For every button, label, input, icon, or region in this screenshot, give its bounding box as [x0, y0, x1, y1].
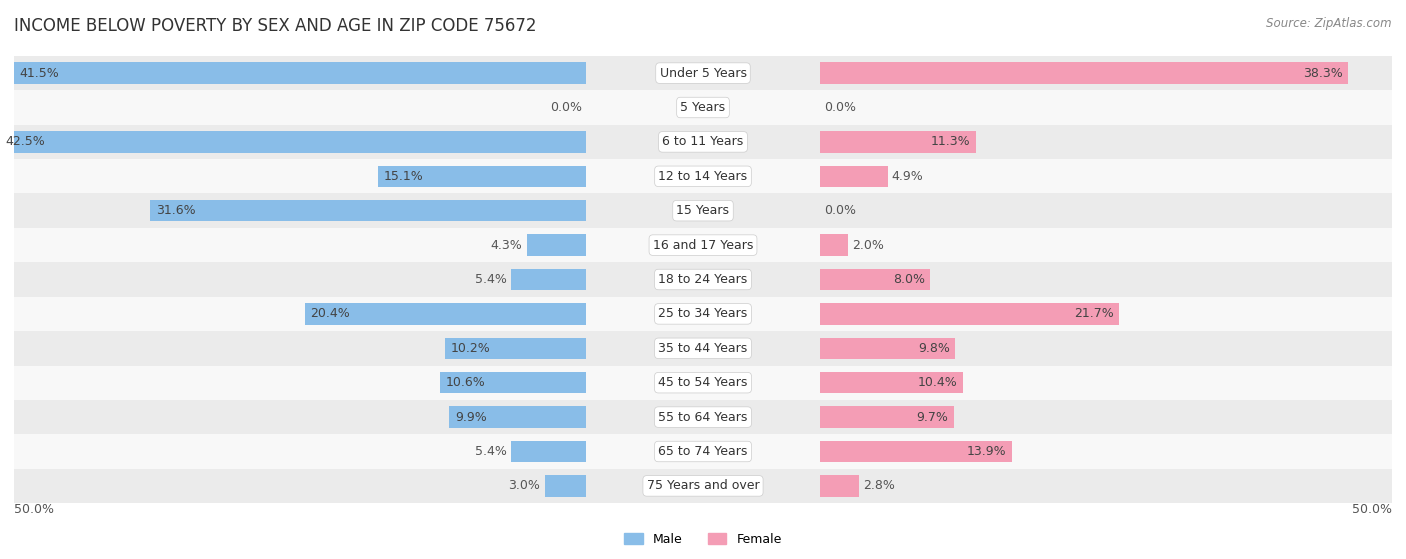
Bar	[14, 159, 1392, 193]
Text: 16 and 17 Years: 16 and 17 Years	[652, 239, 754, 252]
Text: 5.4%: 5.4%	[475, 445, 508, 458]
Text: 12 to 14 Years: 12 to 14 Years	[658, 170, 748, 183]
Text: 5.4%: 5.4%	[475, 273, 508, 286]
Bar	[820, 63, 1348, 84]
Text: 2.8%: 2.8%	[863, 480, 894, 492]
Bar	[820, 372, 963, 394]
Text: 50.0%: 50.0%	[14, 503, 53, 516]
Bar	[820, 303, 1119, 325]
Bar	[450, 406, 586, 428]
Bar	[0, 131, 586, 153]
Text: 25 to 34 Years: 25 to 34 Years	[658, 307, 748, 320]
Text: 5 Years: 5 Years	[681, 101, 725, 114]
Bar	[14, 91, 1392, 125]
Text: 9.7%: 9.7%	[917, 411, 948, 424]
Text: 50.0%: 50.0%	[1353, 503, 1392, 516]
Text: 13.9%: 13.9%	[966, 445, 1007, 458]
Text: 55 to 64 Years: 55 to 64 Years	[658, 411, 748, 424]
Text: 31.6%: 31.6%	[156, 204, 195, 217]
Bar	[14, 468, 1392, 503]
Bar	[820, 475, 859, 496]
Bar	[378, 165, 586, 187]
Bar	[14, 331, 1392, 366]
Bar	[820, 234, 848, 256]
Bar	[544, 475, 586, 496]
Bar	[440, 372, 586, 394]
Bar	[820, 269, 931, 290]
Bar	[527, 234, 586, 256]
Bar	[820, 441, 1012, 462]
Text: 8.0%: 8.0%	[893, 273, 925, 286]
Bar	[512, 441, 586, 462]
Text: 4.3%: 4.3%	[491, 239, 523, 252]
Text: 2.0%: 2.0%	[852, 239, 884, 252]
Text: 9.9%: 9.9%	[456, 411, 486, 424]
Text: 10.6%: 10.6%	[446, 376, 485, 389]
Bar	[150, 200, 586, 221]
Text: 15.1%: 15.1%	[384, 170, 423, 183]
Text: Under 5 Years: Under 5 Years	[659, 67, 747, 79]
Text: 75 Years and over: 75 Years and over	[647, 480, 759, 492]
Bar	[820, 165, 887, 187]
Text: 4.9%: 4.9%	[891, 170, 924, 183]
Text: 45 to 54 Years: 45 to 54 Years	[658, 376, 748, 389]
Bar	[14, 297, 1392, 331]
Bar	[14, 125, 1392, 159]
Text: 65 to 74 Years: 65 to 74 Years	[658, 445, 748, 458]
Text: 41.5%: 41.5%	[20, 67, 59, 79]
Bar	[820, 338, 955, 359]
Text: 0.0%: 0.0%	[550, 101, 582, 114]
Legend: Male, Female: Male, Female	[619, 528, 787, 551]
Text: 35 to 44 Years: 35 to 44 Years	[658, 342, 748, 355]
Text: 38.3%: 38.3%	[1302, 67, 1343, 79]
Text: 20.4%: 20.4%	[311, 307, 350, 320]
Text: 10.4%: 10.4%	[918, 376, 957, 389]
Bar	[512, 269, 586, 290]
Bar	[305, 303, 586, 325]
Bar	[820, 406, 953, 428]
Text: 15 Years: 15 Years	[676, 204, 730, 217]
Bar	[14, 228, 1392, 262]
Text: 11.3%: 11.3%	[931, 135, 970, 148]
Bar	[14, 56, 1392, 91]
Text: INCOME BELOW POVERTY BY SEX AND AGE IN ZIP CODE 75672: INCOME BELOW POVERTY BY SEX AND AGE IN Z…	[14, 17, 537, 35]
Text: 10.2%: 10.2%	[451, 342, 491, 355]
Text: 0.0%: 0.0%	[824, 204, 856, 217]
Text: 42.5%: 42.5%	[6, 135, 45, 148]
Bar	[14, 193, 1392, 228]
Bar	[446, 338, 586, 359]
Bar	[14, 63, 586, 84]
Text: 3.0%: 3.0%	[509, 480, 540, 492]
Text: 21.7%: 21.7%	[1074, 307, 1114, 320]
Text: 18 to 24 Years: 18 to 24 Years	[658, 273, 748, 286]
Bar	[14, 400, 1392, 434]
Bar	[820, 131, 976, 153]
Bar	[14, 366, 1392, 400]
Text: 6 to 11 Years: 6 to 11 Years	[662, 135, 744, 148]
Text: 9.8%: 9.8%	[918, 342, 949, 355]
Bar	[14, 262, 1392, 297]
Bar	[14, 434, 1392, 468]
Text: 0.0%: 0.0%	[824, 101, 856, 114]
Text: Source: ZipAtlas.com: Source: ZipAtlas.com	[1267, 17, 1392, 30]
